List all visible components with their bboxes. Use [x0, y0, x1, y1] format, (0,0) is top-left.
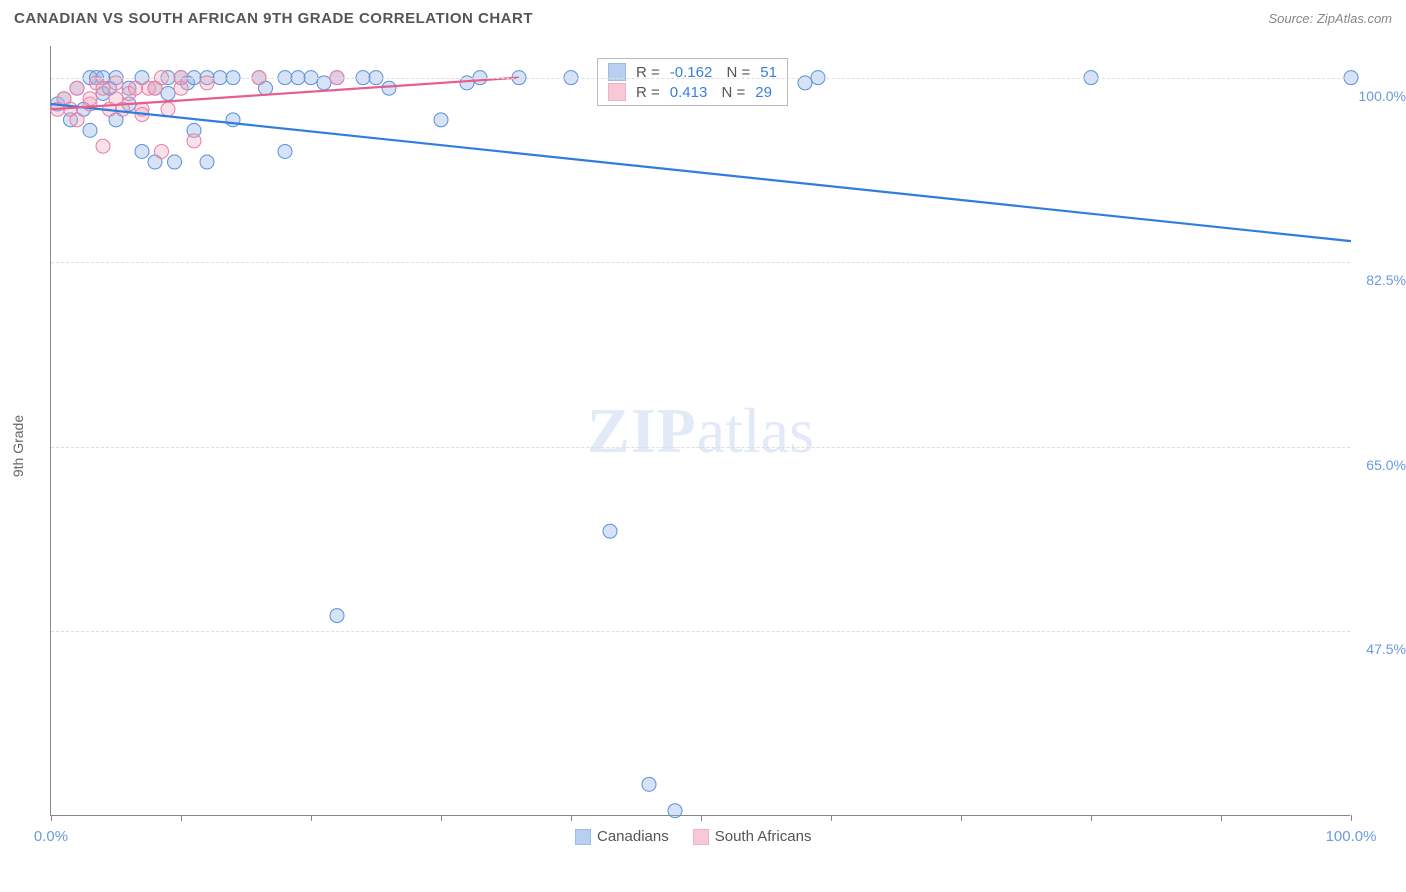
gridline	[51, 447, 1350, 448]
y-tick-label: 47.5%	[1366, 641, 1406, 657]
x-tick	[831, 815, 832, 821]
x-tick	[1091, 815, 1092, 821]
data-point[interactable]	[96, 139, 110, 153]
y-axis-label: 9th Grade	[10, 415, 26, 477]
data-point[interactable]	[70, 81, 84, 95]
data-point[interactable]	[96, 81, 110, 95]
x-tick	[1221, 815, 1222, 821]
data-point[interactable]	[200, 155, 214, 169]
data-point[interactable]	[278, 144, 292, 158]
data-point[interactable]	[642, 777, 656, 791]
legend-swatch	[693, 829, 709, 845]
legend-row: R = 0.413 N = 29	[608, 83, 777, 101]
x-tick	[51, 815, 52, 821]
regression-line	[51, 104, 1351, 241]
legend-n-value: 29	[755, 84, 772, 101]
x-tick-label: 0.0%	[34, 828, 68, 845]
data-point[interactable]	[155, 144, 169, 158]
x-tick	[961, 815, 962, 821]
data-point[interactable]	[135, 144, 149, 158]
x-tick	[701, 815, 702, 821]
data-point[interactable]	[83, 92, 97, 106]
x-tick	[571, 815, 572, 821]
series-legend-item: South Africans	[693, 828, 812, 845]
series-name: South Africans	[715, 828, 812, 845]
y-tick-label: 65.0%	[1366, 457, 1406, 473]
data-point[interactable]	[161, 102, 175, 116]
y-tick-label: 100.0%	[1359, 88, 1406, 104]
gridline	[51, 631, 1350, 632]
series-name: Canadians	[597, 828, 669, 845]
x-tick	[441, 815, 442, 821]
x-tick	[311, 815, 312, 821]
scatter-svg	[51, 46, 1350, 815]
data-point[interactable]	[668, 804, 682, 818]
data-point[interactable]	[603, 524, 617, 538]
data-point[interactable]	[168, 155, 182, 169]
data-point[interactable]	[187, 134, 201, 148]
data-point[interactable]	[129, 81, 143, 95]
data-point[interactable]	[434, 113, 448, 127]
x-tick-label: 100.0%	[1326, 828, 1377, 845]
series-legend-item: Canadians	[575, 828, 669, 845]
gridline	[51, 262, 1350, 263]
gridline	[51, 78, 1350, 79]
data-point[interactable]	[382, 81, 396, 95]
data-point[interactable]	[70, 113, 84, 127]
x-tick	[181, 815, 182, 821]
legend-swatch	[608, 83, 626, 101]
x-tick	[1351, 815, 1352, 821]
data-point[interactable]	[161, 86, 175, 100]
legend-n-label: N =	[717, 84, 745, 101]
legend-r-label: R =	[636, 84, 660, 101]
chart-title: CANADIAN VS SOUTH AFRICAN 9TH GRADE CORR…	[14, 10, 533, 27]
data-point[interactable]	[330, 609, 344, 623]
source-label: Source: ZipAtlas.com	[1268, 11, 1392, 26]
legend-swatch	[575, 829, 591, 845]
series-legend: Canadians South Africans	[575, 828, 811, 845]
chart-plot-area: ZIPatlas R =-0.162 N =51R =0.413 N =29 C…	[50, 46, 1350, 816]
legend-r-value: 0.413	[670, 84, 708, 101]
data-point[interactable]	[83, 123, 97, 137]
y-tick-label: 82.5%	[1366, 272, 1406, 288]
correlation-legend: R =-0.162 N =51R =0.413 N =29	[597, 58, 788, 106]
